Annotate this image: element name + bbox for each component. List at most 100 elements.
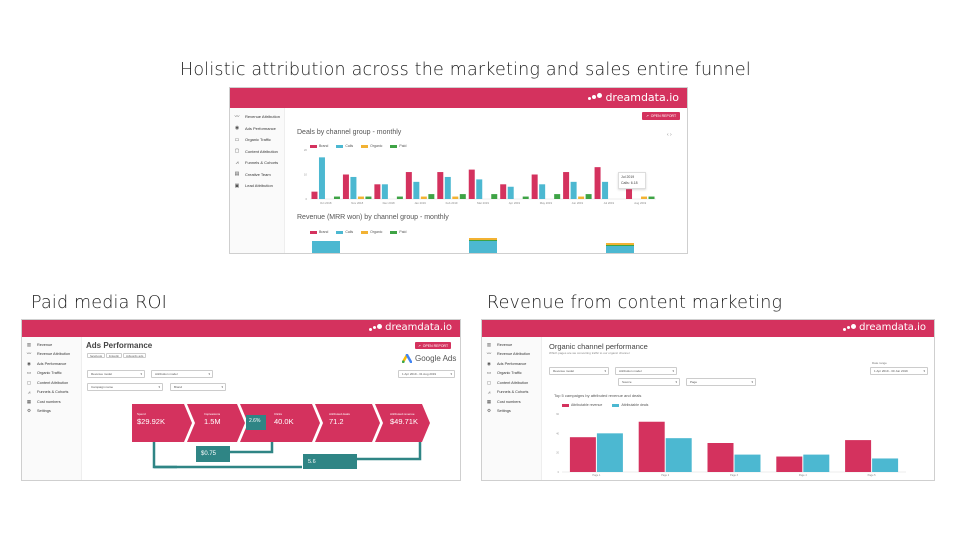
bar-attributable-revenue-0[interactable] (569, 437, 596, 472)
bar-organic-10[interactable] (641, 196, 648, 199)
source-select[interactable]: Source ▾ (618, 378, 680, 386)
bar-paid-10[interactable] (648, 196, 655, 199)
deals-bar-chart: Oct 2018 Nov 2018 Dec 2018 Jan 2019 Feb 2019… (304, 148, 656, 205)
sidebar-item-organic-traffic[interactable]: ▭ Organic Traffic (230, 134, 284, 146)
bar-organic-1[interactable] (357, 196, 364, 199)
sidebar-item-settings[interactable]: ⚙ Settings (482, 407, 541, 417)
bar-attributable-deals-3[interactable] (803, 454, 830, 472)
bar-brand-6[interactable] (500, 184, 507, 199)
impressions-label: Impressions (204, 412, 221, 416)
date-range-select[interactable]: 1 Apr 2019 - 31 Aug 2019 ▾ (398, 370, 455, 378)
sidebar-item-label: Creative Team (245, 171, 271, 177)
bar-calls-4[interactable] (444, 176, 451, 199)
bar-attributable-revenue-1[interactable] (638, 421, 665, 472)
bar-paid-7[interactable] (554, 194, 561, 199)
sidebar-item-organic-traffic[interactable]: ▭ Organic Traffic (22, 369, 81, 379)
bar-brand-5[interactable] (468, 169, 475, 199)
bar-calls-2[interactable] (381, 184, 388, 199)
bar-attributable-deals-1[interactable] (665, 438, 692, 472)
sidebar-item-content-attribution[interactable]: ▢ Content Attribution (230, 146, 284, 158)
trend-line-icon: 〰 (486, 351, 492, 357)
sidebar-item-settings[interactable]: ⚙ Settings (22, 407, 81, 417)
bar-calls-7[interactable] (539, 184, 546, 199)
sidebar-item-ads-performance[interactable]: ◉ Ads Performance (230, 123, 284, 135)
sidebar-item-label: Ads Performance (245, 125, 276, 131)
chart-nav-arrows[interactable]: ‹ › (667, 132, 672, 138)
brand-select[interactable]: Brand ▾ (170, 383, 226, 391)
bar-attributable-revenue-3[interactable] (776, 456, 803, 472)
sidebar-item-revenue[interactable]: ▥ Revenue (22, 340, 81, 350)
sidebar-item-lead-attribution[interactable]: ▣ Lead Attribution (230, 180, 284, 192)
sidebar-item-funnels-cohorts[interactable]: ⩘ Funnels & Cohorts (230, 157, 284, 169)
bar-paid-6[interactable] (522, 196, 529, 199)
attribution-model-select[interactable]: Attribution model ▾ (151, 370, 213, 378)
bar-organic-3[interactable] (420, 196, 427, 199)
bar-brand-1[interactable] (342, 174, 349, 200)
bar-attributable-revenue-4[interactable] (845, 440, 872, 472)
campaign-name-select[interactable]: Campaign name ▾ (87, 383, 163, 391)
bar-paid-2[interactable] (396, 196, 403, 199)
revenue-model-select[interactable]: Revenue model ▾ (549, 367, 609, 375)
bar-calls-3[interactable] (413, 181, 420, 199)
logo-dots-icon (588, 93, 603, 102)
bar-attributable-revenue-2[interactable] (707, 443, 734, 472)
x-tick-label: Page 4 (799, 474, 808, 477)
screenshot-content-marketing: dreamdata.io ▥ Revenue 〰 Revenue Attributio… (481, 319, 935, 481)
bar-paid-0[interactable] (333, 196, 340, 199)
bar-paid-3[interactable] (428, 194, 435, 199)
bar-calls-9[interactable] (602, 181, 609, 199)
attribution-model-select[interactable]: Attribution model ▾ (615, 367, 677, 375)
bar-brand-4[interactable] (437, 172, 444, 199)
bar-calls-8[interactable] (570, 181, 577, 199)
bar-brand-3[interactable] (405, 172, 412, 199)
bar-paid-5[interactable] (491, 194, 498, 199)
tab-linkedin[interactable]: linkedin (106, 353, 123, 358)
tab-adwords[interactable]: Adwords ads (123, 353, 147, 358)
sidebar-item-cost-numbers[interactable]: ▦ Cost numbers (22, 397, 81, 407)
bar-paid-1[interactable] (365, 196, 372, 199)
page-select[interactable]: Page ▾ (686, 378, 756, 386)
bar-calls-1[interactable] (350, 176, 357, 199)
bar-organic-8[interactable] (578, 196, 585, 199)
open-report-button[interactable]: ↗ OPEN REPORT (642, 112, 680, 120)
bar-brand-7[interactable] (531, 174, 538, 200)
bar-paid-4[interactable] (459, 194, 466, 199)
sidebar-item-funnels-cohorts[interactable]: ⩘ Funnels & Cohorts (482, 388, 541, 398)
traffic-icon: ▭ (234, 136, 240, 143)
date-range-select[interactable]: 1 Apr 2019 - 30 Jun 2019 ▾ (870, 367, 928, 375)
bar-brand-8[interactable] (563, 172, 570, 199)
sidebar-item-funnels-cohorts[interactable]: ⩘ Funnels & Cohorts (22, 388, 81, 398)
bar-calls-0[interactable] (318, 157, 325, 199)
bar-calls-6[interactable] (507, 186, 514, 199)
sidebar-item-content-attribution[interactable]: ▢ Content Attribution (22, 378, 81, 388)
sidebar-item-revenue-attribution[interactable]: 〰 Revenue Attribution (482, 350, 541, 360)
bar-calls-5[interactable] (476, 179, 483, 199)
bar-attributable-deals-0[interactable] (596, 433, 623, 472)
revenue-model-select[interactable]: Revenue model ▾ (87, 370, 145, 378)
bar-brand-9[interactable] (594, 167, 601, 199)
brand-header: dreamdata.io (22, 320, 460, 337)
sidebar-item-ads-performance[interactable]: ◉ Ads Performance (22, 359, 81, 369)
bar-brand-10[interactable] (626, 189, 633, 199)
sidebar-item-revenue-attribution[interactable]: 〰 Revenue Attribution (230, 111, 284, 123)
sidebar-item-revenue-attribution[interactable]: 〰 Revenue Attribution (22, 350, 81, 360)
bar-attributable-deals-4[interactable] (872, 458, 899, 472)
tab-facebook[interactable]: facebook (87, 353, 106, 358)
bar-brand-2[interactable] (374, 184, 381, 199)
sidebar-item-cost-numbers[interactable]: ▦ Cost numbers (482, 397, 541, 407)
external-link-icon: ↗ (417, 343, 421, 348)
sidebar-item-ads-performance[interactable]: ◉ Ads Performance (482, 359, 541, 369)
sidebar-item-organic-traffic[interactable]: ▭ Organic Traffic (482, 369, 541, 379)
bar-brand-0[interactable] (311, 191, 318, 199)
bar-paid-8[interactable] (585, 194, 592, 199)
spend-value: $29.92K (137, 417, 165, 426)
open-report-button[interactable]: ↗ OPEN REPORT (415, 342, 451, 349)
cost-icon: ▦ (26, 398, 32, 404)
sidebar-item-label: Organic Traffic (245, 137, 271, 143)
sidebar-item-revenue[interactable]: ▥ Revenue (482, 340, 541, 350)
sidebar-item-creative-team[interactable]: ▤ Creative Team (230, 169, 284, 181)
sidebar-item-content-attribution[interactable]: ▢ Content Attribution (482, 378, 541, 388)
bar-organic-4[interactable] (452, 196, 459, 199)
bar-attributable-deals-2[interactable] (734, 454, 761, 472)
return-value: 5.6 (308, 459, 316, 465)
